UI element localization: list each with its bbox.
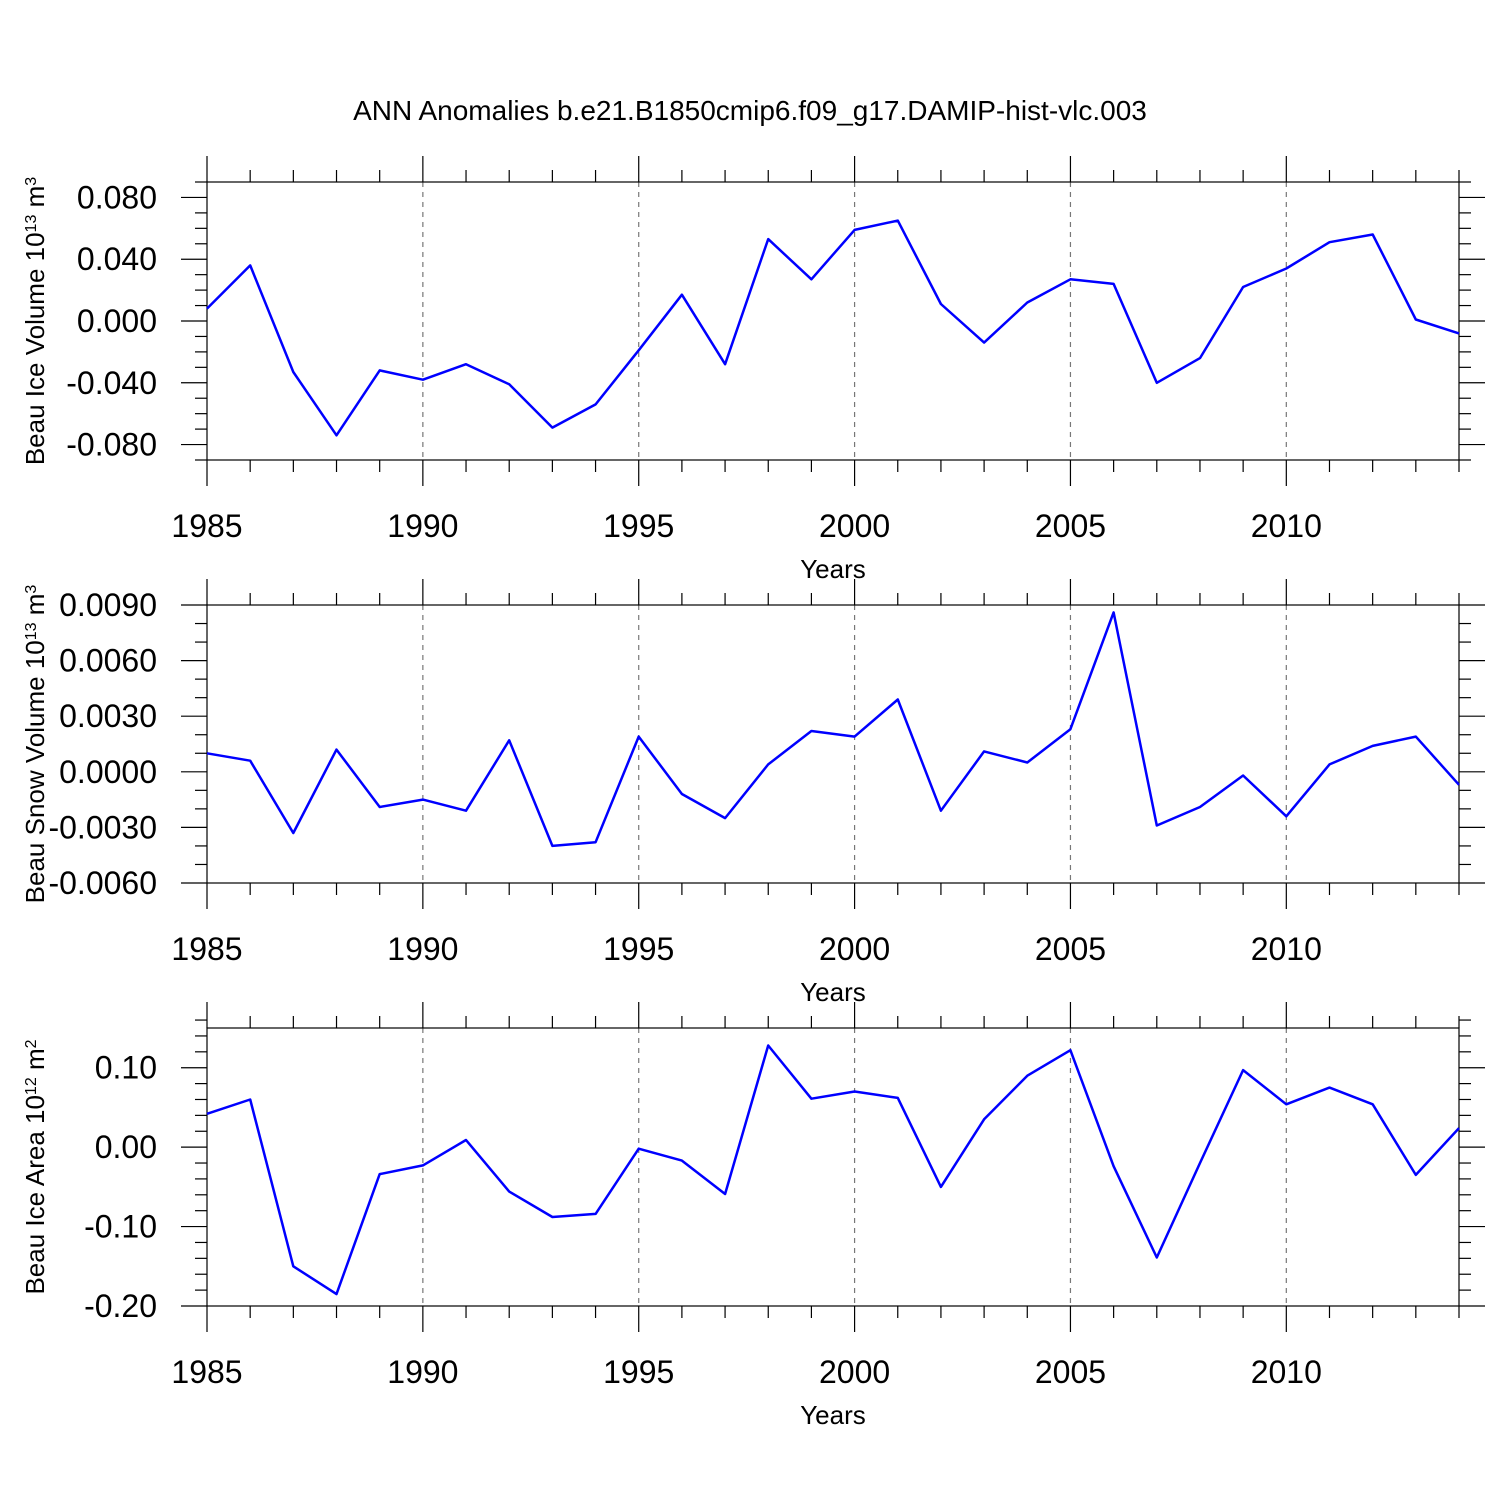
x-tick-label: 1985 — [171, 508, 242, 544]
x-tick-label: 2005 — [1035, 931, 1106, 967]
x-tick-label: 1995 — [603, 1354, 674, 1390]
x-tick-label: 1990 — [387, 1354, 458, 1390]
y-axis-label: Beau Ice Volume 1013 m3 — [20, 177, 50, 465]
y-label-unit-exponent: 3 — [23, 585, 40, 594]
y-tick-label: 0.0000 — [59, 754, 157, 790]
y-tick-label: 0.080 — [77, 179, 157, 215]
x-tick-label: 1990 — [387, 508, 458, 544]
x-tick-label: 1995 — [603, 931, 674, 967]
y-label-unit-exponent: 2 — [23, 1039, 40, 1048]
x-axis-label: Years — [800, 554, 866, 584]
x-tick-label: 1985 — [171, 1354, 242, 1390]
y-tick-label: 0.0060 — [59, 643, 157, 679]
y-tick-label: 0.10 — [95, 1050, 157, 1086]
y-tick-label: -0.080 — [66, 427, 157, 463]
y-tick-label: -0.0060 — [48, 865, 157, 901]
y-tick-label: -0.20 — [84, 1288, 157, 1324]
x-tick-label: 2010 — [1251, 508, 1322, 544]
y-label-unit: m — [20, 594, 50, 623]
x-tick-label: 2000 — [819, 508, 890, 544]
y-label-text: Beau Snow Volume 10 — [20, 640, 50, 903]
snow-volume-panel: -0.0060 -0.0030 0.0000 0.0030 0.0060 0.0090 19… — [20, 579, 1485, 1007]
x-tick-label: 2010 — [1251, 931, 1322, 967]
ice-area-panel: -0.20 -0.10 0.00 0.10 1985 1990 1995 2000 2005 20… — [20, 1002, 1485, 1430]
y-tick-label: 0.0090 — [59, 587, 157, 623]
x-tick-label: 2010 — [1251, 1354, 1322, 1390]
x-tick-label: 1995 — [603, 508, 674, 544]
x-tick-label: 2000 — [819, 931, 890, 967]
x-tick-label: 1990 — [387, 931, 458, 967]
series-line — [206, 219, 1460, 437]
y-tick-label: -0.10 — [84, 1209, 157, 1245]
figure-title: ANN Anomalies b.e21.B1850cmip6.f09_g17.D… — [353, 95, 1147, 126]
y-tick-label: 0.0030 — [59, 698, 157, 734]
y-label-exponent: 13 — [23, 215, 40, 233]
y-tick-label: 0.000 — [77, 303, 157, 339]
y-label-unit-exponent: 3 — [23, 177, 40, 186]
plot-frame — [206, 1027, 1460, 1307]
x-tick-label: 2005 — [1035, 508, 1106, 544]
x-tick-label: 1985 — [171, 931, 242, 967]
y-axis-label: Beau Ice Area 1012 m2 — [20, 1039, 50, 1294]
y-label-text: Beau Ice Area 10 — [20, 1095, 50, 1294]
y-tick-label: -0.0030 — [48, 809, 157, 845]
x-axis-label: Years — [800, 1400, 866, 1430]
y-label-unit: m — [20, 186, 50, 215]
y-label-unit: m — [20, 1048, 50, 1077]
series-line — [206, 1044, 1460, 1296]
series-line — [206, 611, 1460, 848]
x-tick-label: 2000 — [819, 1354, 890, 1390]
x-tick-label: 2005 — [1035, 1354, 1106, 1390]
y-label-exponent: 13 — [23, 622, 40, 640]
y-tick-label: -0.040 — [66, 365, 157, 401]
ice-volume-panel: -0.080 -0.040 0.000 0.040 0.080 1985 1990 1995 2… — [20, 156, 1485, 584]
y-tick-label: 0.00 — [95, 1129, 157, 1165]
plot-frame — [206, 604, 1460, 884]
y-tick-label: 0.040 — [77, 241, 157, 277]
y-axis-label: Beau Snow Volume 1013 m3 — [20, 585, 50, 904]
x-axis-label: Years — [800, 977, 866, 1007]
y-label-exponent: 12 — [23, 1077, 40, 1095]
plot-frame — [206, 181, 1460, 461]
y-label-text: Beau Ice Volume 10 — [20, 232, 50, 465]
